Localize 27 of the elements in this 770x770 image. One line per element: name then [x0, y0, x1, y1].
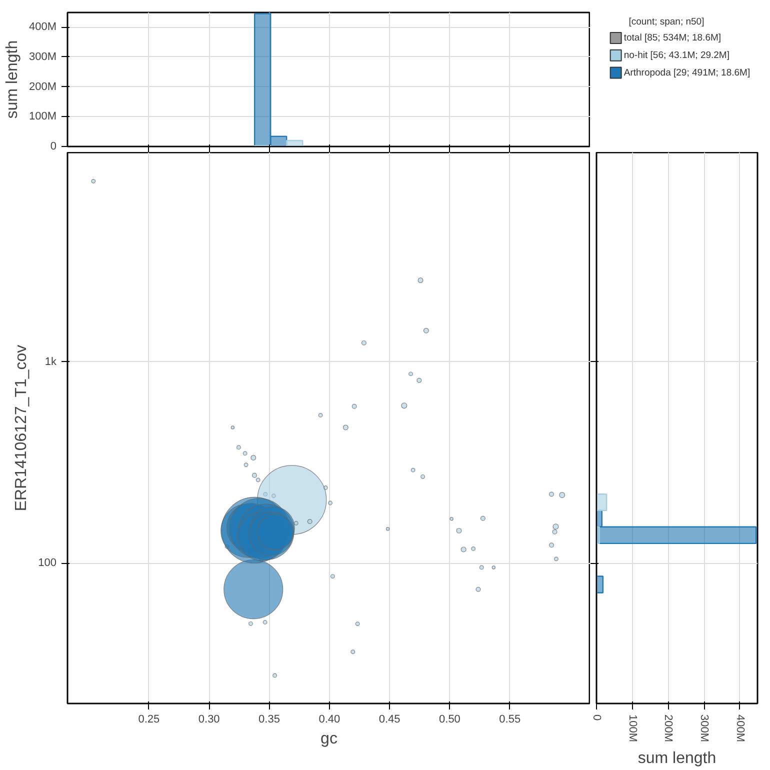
x-tick-label: 100M	[626, 714, 638, 742]
y-axis-title: sum length	[4, 40, 21, 119]
x-tick-label: 0.25	[138, 714, 160, 726]
x-tick-label: 0.55	[499, 714, 521, 726]
y-tick-label: 100	[38, 557, 57, 570]
x-axis-title: gc	[320, 730, 338, 748]
x-axis-title: sum length	[638, 750, 716, 768]
x-tick-label: 0.45	[378, 714, 400, 726]
x-tick-label: 0.50	[439, 714, 460, 726]
legend-label: total [85; 534M; 18.6M]	[624, 32, 722, 44]
legend-title: [count; span; n50]	[628, 16, 704, 28]
y-tick-label: 300M	[28, 50, 57, 63]
y-tick-label: 100M	[28, 110, 57, 123]
legend-label: no-hit [56; 43.1M; 29.2M]	[624, 50, 730, 61]
x-tick-label: 0	[590, 714, 602, 721]
y-axis-title: ERR14106127_T1_cov	[13, 344, 30, 512]
x-tick-label: 400M	[734, 714, 746, 742]
x-tick-label: 0.40	[318, 714, 340, 726]
x-tick-label: 300M	[698, 714, 710, 742]
x-tick-label: 200M	[662, 714, 674, 742]
legend-label: Arthropoda [29; 491M; 18.6M]	[624, 67, 750, 78]
y-tick-label: 200M	[28, 80, 57, 93]
y-tick-label: 1k	[44, 356, 57, 368]
x-tick-label: 0.35	[258, 714, 280, 726]
x-tick-label: 0.30	[198, 714, 220, 726]
y-tick-label: 0	[50, 140, 57, 152]
y-tick-label: 400M	[28, 21, 57, 34]
